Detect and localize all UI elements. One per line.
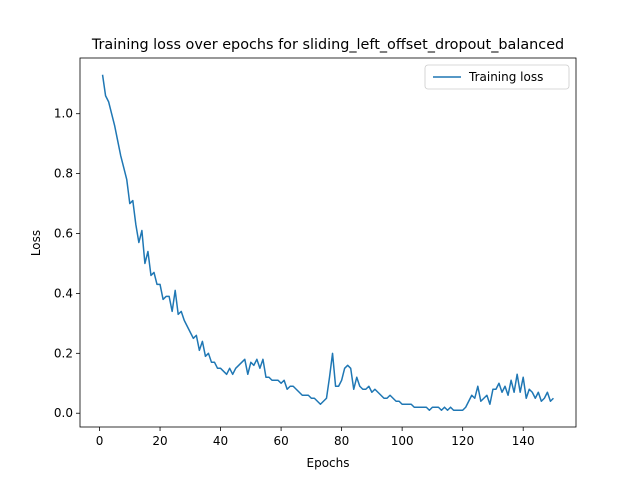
legend-label: Training loss: [468, 70, 543, 84]
chart-title: Training loss over epochs for sliding_le…: [91, 37, 564, 53]
line-series: [101, 74, 554, 411]
x-tick-label: 0: [96, 434, 104, 448]
x-tick-label: 20: [152, 434, 167, 448]
y-axis-label: Loss: [29, 230, 43, 256]
y-tick-label: 1.0: [54, 107, 73, 121]
legend-box: [424, 64, 570, 90]
y-tick-label: 0.8: [54, 167, 73, 181]
x-tick-label: 120: [451, 434, 474, 448]
plot-frame: [79, 57, 577, 428]
x-axis-label: Epochs: [307, 456, 350, 470]
x-tick-label: 60: [273, 434, 288, 448]
y-tick-label: 0.2: [54, 346, 73, 360]
x-tick-label: 80: [334, 434, 349, 448]
x-tick-label: 100: [391, 434, 414, 448]
y-tick-label: 0.0: [54, 406, 73, 420]
x-tick-label: 140: [512, 434, 535, 448]
y-tick-label: 0.6: [54, 227, 73, 241]
y-tick-label: 0.4: [54, 286, 73, 300]
x-tick-label: 40: [213, 434, 228, 448]
